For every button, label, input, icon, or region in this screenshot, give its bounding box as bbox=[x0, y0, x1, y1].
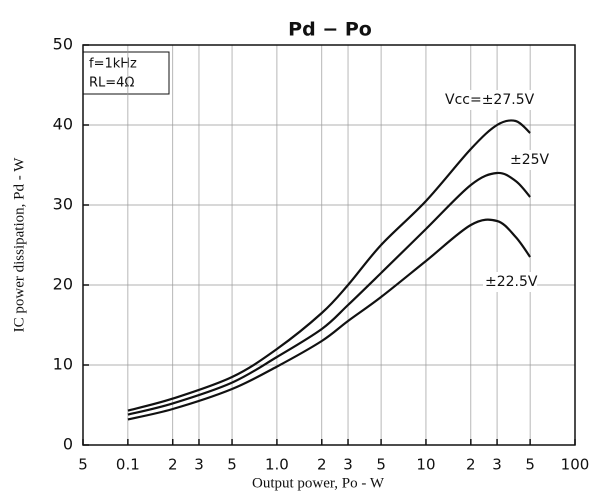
x-tick-label: 2 bbox=[466, 456, 476, 474]
annotation-box bbox=[82, 51, 170, 95]
y-tick-label: 40 bbox=[53, 115, 73, 134]
x-tick-label: 5 bbox=[376, 456, 386, 474]
series-label-bg bbox=[483, 272, 537, 292]
x-tick-label: 0.1 bbox=[116, 456, 140, 474]
x-tick-label: 1.0 bbox=[265, 456, 289, 474]
series-label: Vcc=±27.5V bbox=[445, 92, 535, 108]
y-tick-label: 50 bbox=[53, 35, 73, 54]
data-line bbox=[127, 171, 531, 416]
annotation: f=1kHz bbox=[89, 57, 137, 72]
x-tick-label: 5 bbox=[227, 456, 237, 474]
x-tick-label: 10 bbox=[416, 456, 435, 474]
series-label-bg bbox=[508, 150, 544, 170]
y-tick-label: 10 bbox=[53, 355, 73, 374]
series-label: ±25V bbox=[510, 152, 550, 168]
plot-frame bbox=[82, 44, 576, 446]
annotation: RL=4Ω bbox=[89, 76, 134, 91]
x-tick-label: 5 bbox=[525, 456, 535, 474]
y-tick-label: 20 bbox=[53, 275, 73, 294]
y-tick-label: 30 bbox=[53, 195, 73, 214]
data-line bbox=[127, 218, 532, 421]
x-tick-label: 2 bbox=[317, 456, 327, 474]
x-tick-label: 2 bbox=[168, 456, 178, 474]
series-label-bg bbox=[443, 90, 533, 110]
series-label: ±22.5V bbox=[485, 274, 538, 290]
y-tick-label: 0 bbox=[63, 435, 73, 454]
x-tick-label: 100 bbox=[561, 456, 590, 474]
x-tick-label: 3 bbox=[194, 456, 204, 474]
chart-title: Pd − Po bbox=[288, 19, 372, 41]
x-tick-label: 3 bbox=[343, 456, 353, 474]
x-tick-label: 5 bbox=[78, 456, 88, 474]
x-tick-label: 3 bbox=[492, 456, 502, 474]
x-axis-label: Output power, Po - W bbox=[252, 475, 385, 491]
y-axis-label: IC power dissipation, Pd - W bbox=[11, 157, 27, 333]
data-line bbox=[127, 119, 531, 412]
